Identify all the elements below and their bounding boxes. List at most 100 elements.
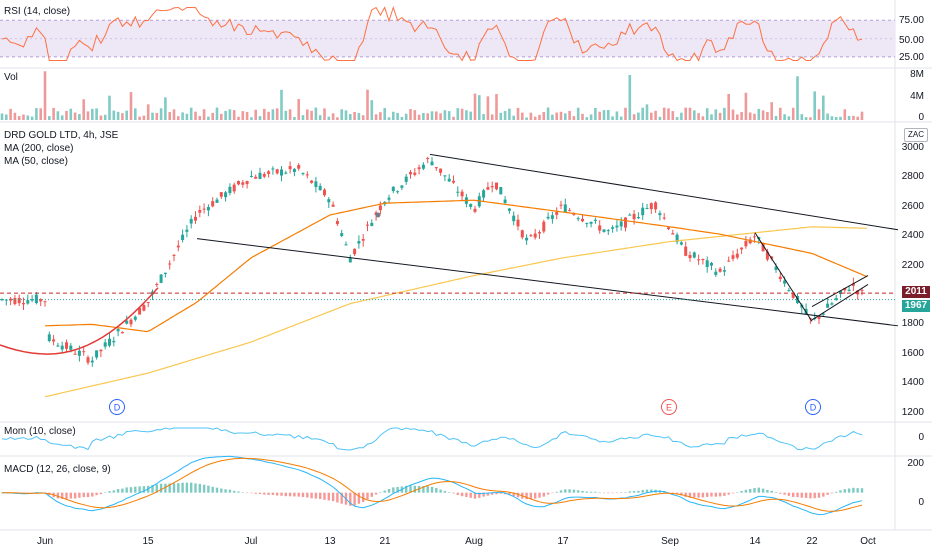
rsi-title: RSI (14, close) [4, 6, 71, 17]
macd-histogram-bar [452, 492, 455, 494]
candle-body [22, 303, 25, 305]
macd-histogram-bar [817, 492, 821, 498]
volume-bar [589, 114, 593, 120]
volume-bar [202, 109, 206, 120]
candle-body [323, 189, 326, 196]
macd-histogram-bar [241, 492, 244, 493]
macd-histogram-bar [706, 492, 709, 497]
candle-body [262, 174, 266, 177]
candle-body [288, 166, 292, 170]
volume-bar [314, 107, 318, 120]
candle-body [645, 208, 649, 210]
mom-title: Mom (10, close) [4, 426, 76, 437]
candle-body [559, 204, 563, 206]
macd-histogram-bar [774, 492, 778, 493]
volume-bar [632, 114, 636, 120]
macd-histogram-bar [589, 491, 593, 493]
volume-bar [521, 112, 524, 120]
volume-bar [30, 116, 34, 120]
volume-bar [52, 107, 55, 120]
macd-histogram-bar [585, 491, 588, 493]
macd-histogram-bar [155, 484, 158, 493]
macd-histogram-bar [465, 492, 468, 498]
volume-bar [525, 117, 528, 120]
volume-bar [452, 116, 455, 120]
candle-body [202, 208, 206, 210]
candle-body [778, 276, 782, 280]
candle-body [572, 213, 576, 215]
x-tick-label: Jul [245, 536, 258, 547]
candle-body [65, 342, 68, 349]
candle-body [722, 270, 726, 272]
volume-bar [439, 113, 442, 120]
volume-bar [779, 107, 782, 120]
volume-bar [774, 115, 778, 120]
price-tick-2400: 2400 [901, 230, 924, 241]
candle-body [228, 186, 232, 194]
candle-body [185, 229, 189, 232]
candle-body [206, 207, 210, 211]
volume-bar [817, 109, 821, 120]
macd-histogram-bar [688, 492, 692, 498]
price-title: DRD GOLD LTD, 4h, JSE [4, 130, 119, 141]
trendline [429, 153, 899, 231]
candle-body [82, 351, 86, 353]
currency-toggle-button[interactable]: ZAC [904, 128, 928, 142]
candle-body [542, 221, 546, 232]
volume-bar [791, 107, 795, 120]
cup-pattern-curve [0, 287, 159, 355]
candle-body [112, 340, 116, 343]
candle-body [340, 233, 344, 236]
volume-bar [254, 109, 257, 120]
volume-bar [280, 89, 283, 120]
candle-body [503, 199, 507, 204]
x-tick-label: 22 [806, 536, 818, 547]
candle-body [361, 238, 365, 241]
volume-bar [17, 116, 21, 120]
candle-body [284, 172, 288, 174]
x-tick-label: 15 [142, 536, 154, 547]
volume-bar [843, 109, 847, 120]
candle-body [615, 225, 619, 228]
macd-histogram-bar [125, 487, 128, 493]
macd-histogram-bar [108, 491, 111, 493]
candle-body [783, 280, 787, 284]
macd-histogram-bar [198, 483, 201, 493]
candle-body [512, 215, 516, 222]
candle-body [473, 208, 477, 212]
volume-bar [693, 110, 696, 120]
macd-histogram-bar [761, 488, 765, 493]
macd-histogram-bar [99, 492, 103, 495]
candle-body [507, 208, 511, 211]
volume-bar [512, 115, 515, 120]
candle-body [628, 214, 632, 216]
macd-tick-200: 200 [907, 458, 924, 469]
candle-body [701, 259, 705, 261]
candle-body [821, 313, 825, 315]
macd-histogram-bar [413, 485, 416, 493]
volume-bar [478, 95, 481, 120]
macd-histogram-bar [632, 491, 636, 493]
candle-body [460, 191, 464, 197]
macd-histogram-bar [314, 492, 318, 499]
candle-body [327, 199, 331, 203]
macd-histogram-bar [559, 490, 563, 493]
event-marker-label: D [114, 403, 121, 413]
volume-bar [0, 113, 4, 120]
macd-histogram-bar [714, 492, 717, 497]
macd-histogram-bar [267, 492, 270, 495]
candle-body [421, 164, 425, 169]
candle-body [370, 222, 374, 226]
trendline [196, 238, 899, 327]
candle-body [271, 168, 275, 170]
macd-histogram-bar [546, 492, 550, 495]
candle-body [249, 175, 253, 177]
volume-bar [237, 116, 240, 120]
candle-body [138, 307, 142, 315]
volume-bar [435, 111, 438, 120]
volume-bar [250, 117, 253, 120]
candle-body [774, 266, 778, 270]
volume-bar [482, 114, 485, 120]
macd-histogram-bar [164, 483, 167, 493]
